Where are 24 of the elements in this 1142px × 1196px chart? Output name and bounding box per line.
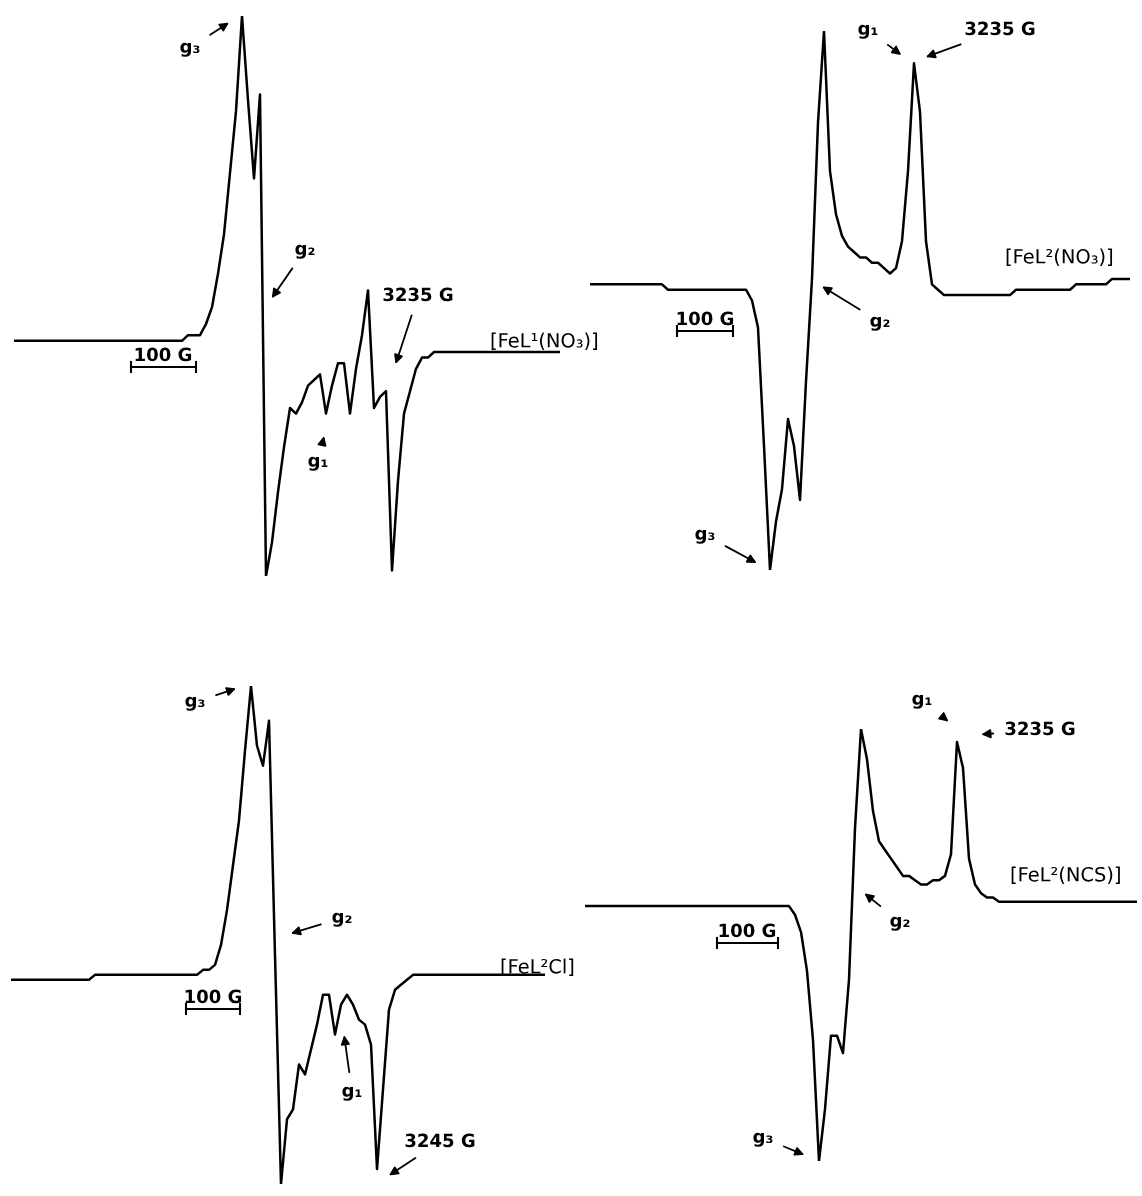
annotation: g₂ bbox=[295, 244, 315, 259]
annotation: g₃ bbox=[695, 529, 715, 544]
annotation: g₃ bbox=[753, 1132, 773, 1147]
series-label: [FeL²(NO₃)] bbox=[1006, 248, 1113, 266]
series-label: [FeL²(NCS)] bbox=[1011, 866, 1120, 884]
annotation: g₁ bbox=[858, 24, 878, 39]
annotation: 3235 G bbox=[1005, 721, 1075, 736]
annotation: 3235 G bbox=[383, 287, 453, 302]
annotation: 3235 G bbox=[965, 21, 1035, 36]
series-label: [FeL²Cl] bbox=[501, 958, 574, 976]
annotation: g₃ bbox=[185, 696, 205, 711]
series-label: [FeL¹(NO₃)] bbox=[491, 332, 598, 350]
annotation: g₂ bbox=[890, 916, 910, 931]
annotation: 3245 G bbox=[405, 1133, 475, 1148]
annotation: g₂ bbox=[870, 316, 890, 331]
annotation: g₂ bbox=[332, 912, 352, 927]
annotation: 100 G bbox=[135, 347, 192, 362]
annotation: g₁ bbox=[342, 1086, 362, 1101]
annotation: 100 G bbox=[677, 311, 734, 326]
text: g₁ bbox=[912, 694, 932, 709]
annotation: 100 G bbox=[185, 989, 242, 1004]
annotation: g₃ bbox=[180, 42, 200, 57]
annotation: 100 G bbox=[719, 923, 776, 938]
annotation: g₁ bbox=[308, 456, 328, 471]
